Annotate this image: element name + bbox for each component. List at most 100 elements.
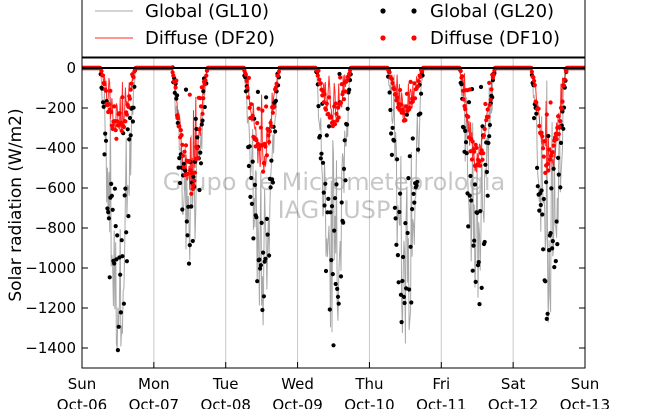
data-point — [183, 143, 189, 148]
y-tick-label: −600 — [35, 179, 76, 197]
data-point — [270, 110, 275, 115]
data-point — [477, 302, 482, 307]
data-point — [397, 209, 402, 215]
data-point — [182, 149, 187, 154]
data-point — [323, 181, 328, 186]
data-point — [272, 104, 277, 109]
data-point — [547, 147, 552, 152]
data-point — [548, 100, 553, 105]
x-tick-label-date: Oct-10 — [344, 396, 394, 409]
data-point — [536, 106, 541, 111]
data-point — [180, 153, 186, 158]
data-point — [463, 107, 468, 112]
x-tick-label-day: Tue — [212, 375, 239, 393]
data-point — [478, 163, 483, 168]
data-point — [482, 126, 487, 132]
data-point — [341, 97, 347, 102]
data-point — [102, 152, 107, 157]
legend-swatch — [380, 35, 386, 41]
data-point — [245, 85, 250, 90]
data-point — [346, 75, 351, 80]
data-point — [261, 161, 266, 166]
data-point — [538, 202, 543, 208]
data-point — [550, 150, 555, 155]
data-point — [469, 198, 474, 203]
data-point — [336, 115, 341, 120]
data-point — [401, 110, 406, 115]
x-tick-label-date: Oct-13 — [560, 396, 610, 409]
data-point — [127, 137, 132, 142]
data-point — [345, 106, 350, 111]
data-point — [392, 205, 397, 210]
data-point — [479, 285, 484, 290]
data-point — [261, 250, 266, 255]
data-point — [556, 155, 561, 160]
data-point — [109, 181, 114, 186]
data-point — [335, 105, 341, 110]
data-point — [325, 210, 330, 215]
data-point — [484, 118, 489, 123]
data-point — [401, 254, 406, 260]
data-point — [537, 123, 542, 129]
data-point — [249, 175, 254, 181]
x-tick-label-date: Oct-09 — [272, 396, 322, 409]
data-point — [540, 212, 545, 217]
data-point — [257, 146, 262, 152]
data-point — [115, 119, 120, 124]
data-point — [131, 75, 136, 80]
data-point — [395, 157, 400, 162]
data-point — [560, 99, 565, 104]
data-point — [269, 124, 274, 129]
data-point — [547, 157, 552, 162]
data-point — [548, 231, 553, 236]
data-point — [263, 256, 268, 261]
data-point — [180, 142, 185, 147]
data-point — [260, 108, 265, 113]
data-point — [487, 102, 492, 107]
data-point — [114, 136, 119, 141]
legend-swatch — [411, 35, 417, 41]
data-point — [326, 196, 331, 201]
data-point — [316, 104, 321, 109]
data-point — [276, 73, 281, 78]
data-point — [191, 183, 196, 188]
data-point — [244, 78, 249, 83]
data-point — [195, 135, 200, 140]
data-point — [556, 172, 561, 177]
legend-swatch — [411, 8, 417, 14]
data-point — [178, 128, 183, 133]
data-point — [114, 257, 119, 262]
data-point — [181, 161, 186, 166]
data-point — [473, 279, 478, 284]
data-point — [544, 180, 549, 185]
data-point — [259, 220, 264, 225]
data-point — [103, 131, 108, 136]
data-point — [323, 107, 329, 112]
data-point — [398, 191, 403, 196]
data-point — [549, 186, 554, 191]
data-point — [407, 105, 412, 110]
legend-label: Diffuse (DF10) — [430, 28, 560, 49]
data-point — [328, 210, 333, 215]
data-point — [400, 278, 405, 284]
data-point — [410, 207, 415, 212]
data-point — [541, 247, 546, 252]
data-point — [254, 215, 259, 220]
data-point — [418, 74, 423, 79]
data-point — [248, 194, 253, 199]
data-point — [557, 124, 562, 129]
data-point — [344, 78, 350, 83]
data-point — [198, 150, 203, 155]
data-point — [564, 69, 569, 74]
data-point — [545, 161, 550, 167]
data-point — [177, 124, 182, 129]
data-point — [318, 156, 323, 161]
data-point — [405, 230, 410, 236]
data-point — [482, 239, 487, 245]
data-point — [332, 228, 337, 233]
data-point — [121, 301, 126, 306]
data-point — [487, 80, 492, 85]
data-point — [102, 82, 107, 87]
data-point — [332, 196, 338, 201]
data-point — [185, 171, 190, 177]
